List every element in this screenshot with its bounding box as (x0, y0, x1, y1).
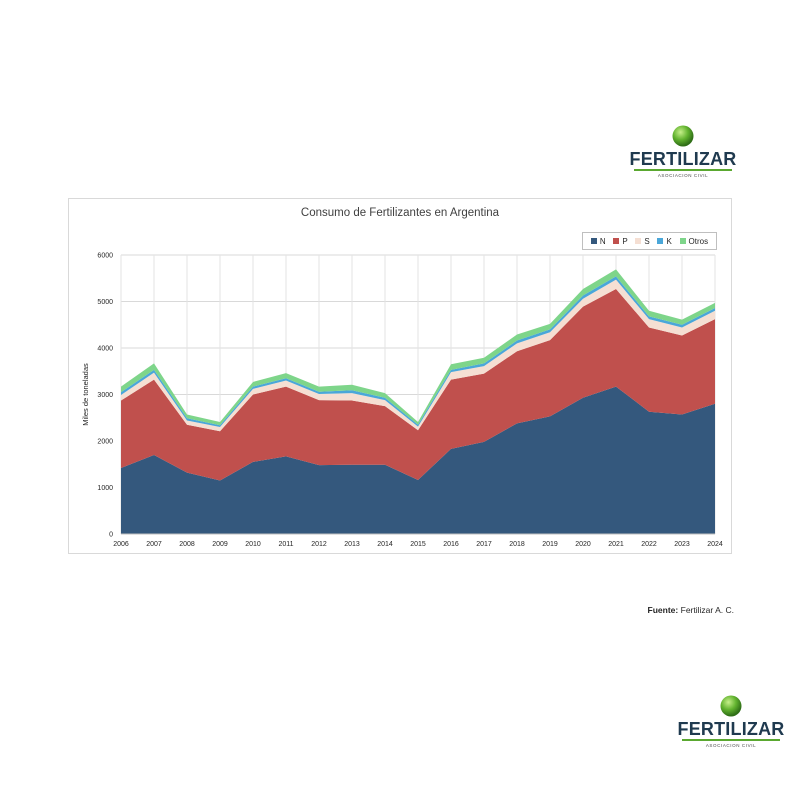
x-tick-label: 2023 (674, 541, 690, 548)
y-tick-label: 6000 (97, 253, 113, 260)
x-tick-label: 2022 (641, 541, 657, 548)
x-tick-label: 2006 (113, 541, 129, 548)
x-tick-label: 2012 (311, 541, 327, 548)
legend-item-n: N (590, 236, 606, 246)
fertilizar-logo-top: FERTILIZAR ASOCIACION CIVIL (628, 124, 738, 178)
source-text: Fertilizar A. C. (680, 605, 734, 615)
area-series-otros (121, 269, 715, 426)
x-tick-label: 2017 (476, 541, 492, 548)
y-tick-label: 0 (109, 532, 113, 539)
logo-underline (634, 169, 732, 171)
x-tick-label: 2013 (344, 541, 360, 548)
chart-legend: N P S K Otros (582, 232, 717, 250)
logo-wordmark: FERTILIZAR (677, 719, 785, 739)
x-tick-label: 2011 (278, 541, 293, 548)
legend-item-p: P (613, 236, 628, 246)
logo-underline (682, 739, 780, 741)
chart-container: Consumo de Fertilizantes en Argentina 0 1… (68, 198, 732, 554)
legend-label: P (622, 236, 628, 246)
legend-label: Otros (688, 236, 709, 246)
legend-item-s: S (635, 236, 650, 246)
x-tick-label: 2020 (575, 541, 591, 548)
source-note: Fuente: Fertilizar A. C. (620, 605, 734, 615)
y-tick-label: 5000 (97, 299, 113, 306)
y-tick-label: 4000 (97, 346, 113, 353)
legend-swatch (679, 238, 686, 244)
legend-swatch (635, 238, 642, 244)
legend-swatch (590, 238, 597, 244)
green-sphere-icon (720, 695, 742, 717)
y-tick-label: 2000 (97, 439, 113, 446)
legend-label: N (599, 236, 606, 246)
legend-item-otros: Otros (679, 236, 709, 246)
x-tick-label: 2019 (542, 541, 558, 548)
chart-title: Consumo de Fertilizantes en Argentina (300, 207, 500, 219)
area-series-p (121, 288, 715, 481)
x-tick-label: 2024 (707, 541, 723, 548)
x-tick-label: 2014 (377, 541, 393, 548)
x-tick-label: 2015 (410, 541, 426, 548)
logo-subtitle: ASOCIACION CIVIL (705, 743, 757, 748)
y-tick-label: 1000 (97, 485, 113, 492)
x-tick-label: 2009 (212, 541, 228, 548)
fertilizar-logo-bottom: FERTILIZAR ASOCIACION CIVIL (676, 694, 786, 748)
area-series-n (121, 386, 715, 534)
y-axis-label: Miles de toneladas (81, 363, 90, 426)
source-label: Fuente: (647, 605, 679, 615)
x-tick-label: 2021 (608, 541, 624, 548)
legend-item-k: K (657, 236, 672, 246)
x-tick-label: 2008 (179, 541, 195, 548)
x-tick-label: 2016 (443, 541, 459, 548)
x-tick-label: 2018 (509, 541, 525, 548)
y-tick-label: 3000 (97, 392, 113, 399)
green-sphere-icon (672, 125, 694, 147)
legend-swatch (613, 238, 620, 244)
logo-subtitle: ASOCIACION CIVIL (657, 173, 709, 178)
area-series-s (121, 279, 715, 432)
area-series-k (121, 276, 715, 428)
x-tick-label: 2007 (146, 541, 162, 548)
logo-wordmark: FERTILIZAR (629, 149, 737, 169)
legend-swatch (657, 238, 664, 244)
chart-svg: 0 1000 2000 3000 4000 5000 6000 2006 2007 2008 200… (81, 253, 723, 549)
x-tick-label: 2010 (245, 541, 261, 548)
legend-label: K (666, 236, 672, 246)
legend-label: S (644, 236, 650, 246)
